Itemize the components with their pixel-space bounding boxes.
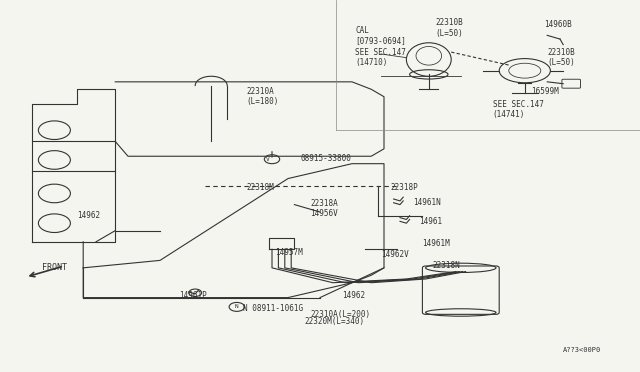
Text: 22310B
(L=50): 22310B (L=50) — [435, 18, 463, 38]
Text: 14961N: 14961N — [413, 198, 440, 207]
Text: 14957M: 14957M — [275, 248, 303, 257]
Text: 22320M(L=340): 22320M(L=340) — [304, 317, 364, 326]
Text: N: N — [235, 304, 239, 310]
Text: 16599M: 16599M — [531, 87, 559, 96]
Text: A??3<00P0: A??3<00P0 — [563, 347, 602, 353]
Text: 22318A
14956V: 22318A 14956V — [310, 199, 338, 218]
Text: 22310A
(L=180): 22310A (L=180) — [246, 87, 279, 106]
Text: 22318M: 22318M — [246, 183, 274, 192]
Text: N 08911-1061G: N 08911-1061G — [243, 304, 303, 313]
Text: 08915-33800: 08915-33800 — [301, 154, 351, 163]
Text: V: V — [266, 157, 269, 162]
Text: CAL
[0793-0694]: CAL [0793-0694] — [355, 26, 406, 45]
Text: 14961: 14961 — [419, 217, 442, 226]
Text: SEE SEC.147
(14710): SEE SEC.147 (14710) — [355, 48, 406, 67]
Text: 14961P: 14961P — [179, 291, 207, 300]
Text: SEE SEC.147
(14741): SEE SEC.147 (14741) — [493, 100, 543, 119]
Text: 14962: 14962 — [342, 291, 365, 300]
Text: 14960B: 14960B — [544, 20, 572, 29]
Text: 22310B
(L=50): 22310B (L=50) — [547, 48, 575, 67]
Text: 14962: 14962 — [77, 211, 100, 220]
Text: 14961M: 14961M — [422, 239, 450, 248]
Text: FRONT: FRONT — [42, 263, 67, 272]
Text: 22310A(L=200): 22310A(L=200) — [310, 310, 371, 319]
Text: 22318P: 22318P — [390, 183, 418, 192]
Text: 14962V: 14962V — [381, 250, 408, 259]
Text: 22318N: 22318N — [432, 262, 460, 270]
